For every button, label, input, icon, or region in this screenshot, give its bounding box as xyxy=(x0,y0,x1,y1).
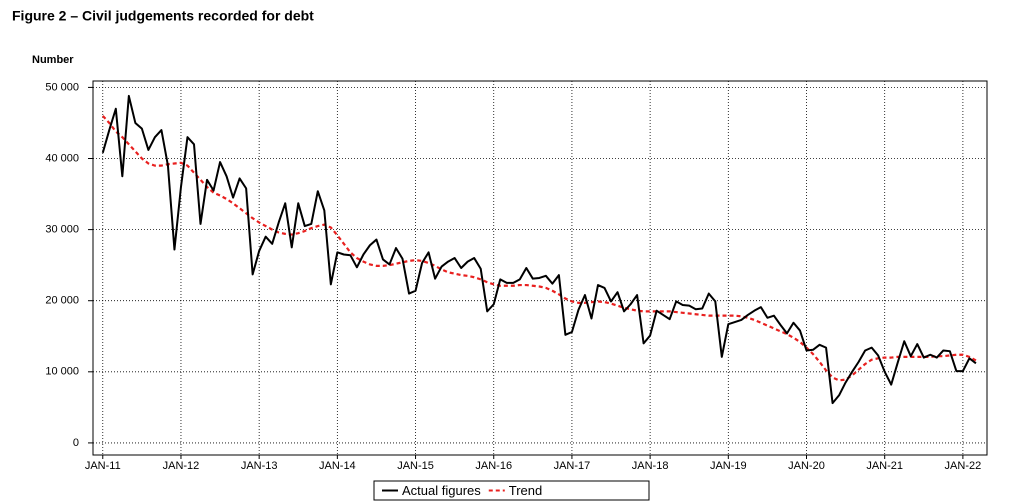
x-tick-label: JAN-17 xyxy=(554,460,591,472)
x-tick-label: JAN-21 xyxy=(866,460,903,472)
y-axis-label: Number xyxy=(32,54,74,66)
y-tick-label: 30 000 xyxy=(45,224,79,236)
y-tick-label: 10 000 xyxy=(45,366,79,378)
y-tick-label: 40 000 xyxy=(45,152,79,164)
x-tick-label: JAN-14 xyxy=(319,460,356,472)
y-tick-label: 20 000 xyxy=(45,295,79,307)
line xyxy=(101,115,977,382)
x-tick-label: JAN-12 xyxy=(163,460,200,472)
legend-box xyxy=(373,480,650,501)
y-tick-label: 50 000 xyxy=(45,81,79,93)
x-tick-label: JAN-13 xyxy=(241,460,278,472)
x-tick-label: JAN-15 xyxy=(397,460,434,472)
x-tick-label: JAN-20 xyxy=(788,460,825,472)
y-tick-label: 0 xyxy=(73,437,79,449)
x-tick-label: JAN-22 xyxy=(945,460,982,472)
plot-area xyxy=(92,80,988,456)
line xyxy=(101,94,977,405)
legend-label: Actual figures xyxy=(402,483,481,498)
x-tick-label: JAN-19 xyxy=(710,460,747,472)
x-tick-label: JAN-18 xyxy=(632,460,669,472)
x-tick-label: JAN-11 xyxy=(85,460,121,472)
chart-title: Figure 2 – Civil judgements recorded for… xyxy=(12,8,314,24)
legend-label: Trend xyxy=(509,483,542,498)
x-tick-label: JAN-16 xyxy=(475,460,512,472)
legend: Actual figures Trend xyxy=(373,480,650,501)
